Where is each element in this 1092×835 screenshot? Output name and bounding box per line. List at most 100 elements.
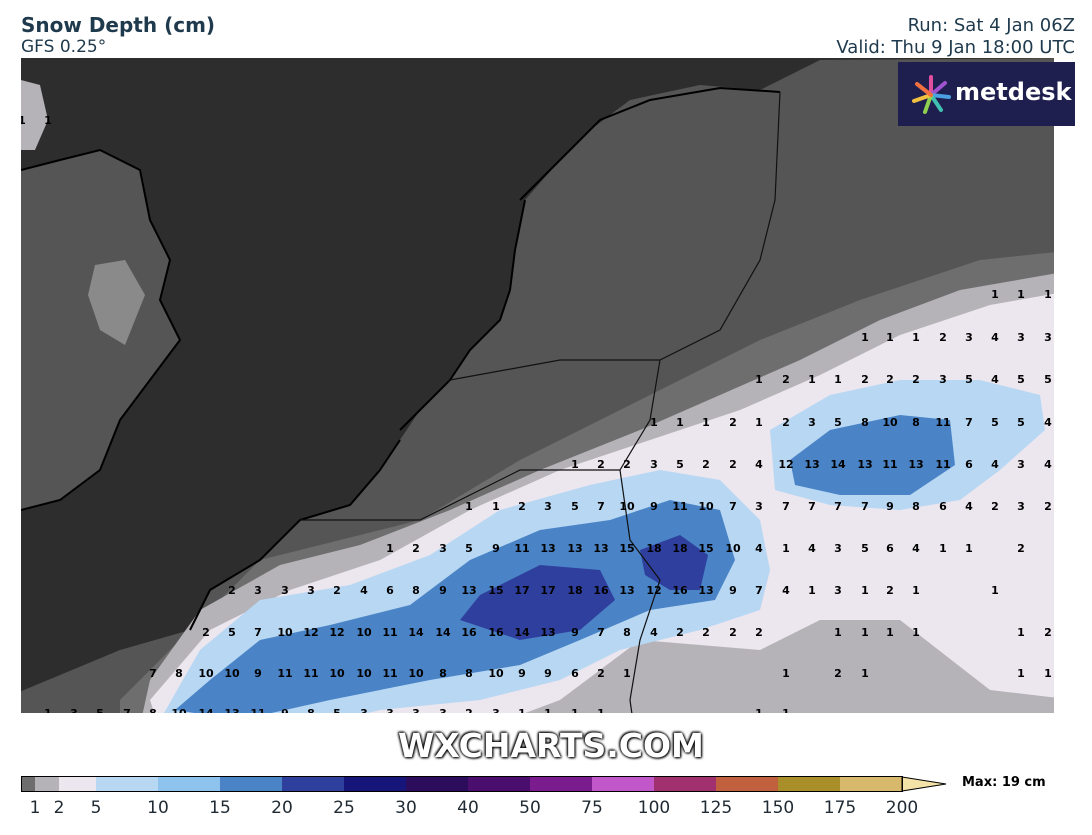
snow-depth-value: 7: [782, 500, 790, 513]
snow-depth-value: 1: [44, 114, 52, 127]
snow-depth-value: 14: [408, 626, 424, 639]
snow-depth-value: 11: [277, 667, 292, 680]
snow-depth-value: 7: [861, 500, 869, 513]
snow-depth-value: 8: [912, 416, 920, 429]
snow-depth-value: 1: [492, 500, 500, 513]
snow-depth-value: 3: [834, 542, 842, 555]
snow-depth-value: 1: [755, 747, 763, 760]
snow-depth-value: 12: [646, 584, 661, 597]
snow-depth-value: 14: [514, 626, 530, 639]
snow-depth-value: 4: [912, 542, 920, 555]
run-time-label: Run: Sat 4 Jan 06Z: [907, 15, 1075, 36]
snow-depth-value: 5: [281, 747, 289, 760]
colorbar-segment: [468, 777, 530, 791]
snow-depth-value: 8: [175, 667, 183, 680]
snow-depth-value: 1: [886, 626, 894, 639]
snow-depth-value: 7: [597, 626, 605, 639]
snow-depth-value: 3: [360, 707, 368, 720]
snow-depth-value: 10: [198, 667, 214, 680]
snow-depth-value: 1: [21, 114, 26, 127]
snow-depth-value: 1: [755, 707, 763, 720]
snow-depth-value: 2: [1044, 626, 1052, 639]
snow-depth-value: 11: [882, 458, 897, 471]
snow-depth-value: 8: [623, 626, 631, 639]
snow-depth-value: 1: [544, 707, 552, 720]
snow-depth-value: 2: [755, 626, 763, 639]
colorbar-tick-label: 25: [333, 798, 355, 818]
snow-depth-value: 10: [171, 707, 187, 720]
snow-depth-value: 11: [382, 667, 397, 680]
snow-depth-value: 9: [544, 667, 552, 680]
snow-depth-value: 9: [886, 500, 894, 513]
snow-depth-value: 2: [412, 542, 420, 555]
snow-depth-value: 4: [991, 458, 999, 471]
snow-depth-value: 7: [597, 500, 605, 513]
snow-depth-value: 4: [1044, 458, 1052, 471]
snow-depth-value: 3: [808, 416, 816, 429]
colorbar-segment: [220, 777, 282, 791]
snow-depth-value: 1: [965, 542, 973, 555]
colorbar-tick-label: 2: [53, 798, 65, 818]
snow-depth-value: 7: [149, 667, 157, 680]
colorbar-tick-label: 15: [209, 798, 231, 818]
snow-depth-value: 18: [672, 542, 687, 555]
snow-depth-value: 1: [912, 331, 920, 344]
snow-depth-value: 1: [861, 331, 869, 344]
snow-depth-value: 10: [329, 667, 345, 680]
snow-depth-value: 15: [488, 584, 503, 597]
snow-depth-value: 1: [518, 707, 526, 720]
snow-depth-value: 3: [333, 747, 341, 760]
snow-depth-value: 6: [254, 747, 262, 760]
snow-depth-value: 3: [254, 584, 262, 597]
snow-depth-value: 2: [729, 626, 737, 639]
snow-depth-value: 14: [435, 626, 451, 639]
snow-depth-value: 8: [861, 416, 869, 429]
snow-depth-value: 11: [672, 500, 687, 513]
colorbar-tick-label: 175: [823, 798, 857, 818]
snow-depth-value: 11: [935, 416, 950, 429]
snow-depth-value: 3: [281, 584, 289, 597]
snow-depth-value: 13: [698, 584, 713, 597]
snow-depth-value: 2: [939, 331, 947, 344]
snow-depth-value: 2: [676, 626, 684, 639]
snow-depth-value: 3: [1017, 458, 1025, 471]
snow-depth-value: 13: [619, 584, 634, 597]
snow-depth-value: 1: [782, 707, 790, 720]
snow-depth-value: 6: [939, 500, 947, 513]
snow-depth-value: 4: [650, 626, 658, 639]
snow-depth-value: 2: [70, 747, 78, 760]
snow-depth-value: 9: [492, 542, 500, 555]
snow-depth-value: 10: [356, 626, 372, 639]
country-borders: [300, 91, 781, 713]
colorbar-segment: [59, 777, 96, 791]
snow-depth-value: 5: [1017, 416, 1025, 429]
snow-depth-value: 3: [307, 584, 315, 597]
snow-depth-value: 2: [834, 667, 842, 680]
snow-depth-value: 9: [254, 667, 262, 680]
snow-depth-value: 3: [965, 331, 973, 344]
snow-depth-value: 6: [149, 747, 157, 760]
snow-depth-value: 8: [465, 667, 473, 680]
snow-depth-value: 2: [518, 500, 526, 513]
snow-depth-value: 8: [412, 584, 420, 597]
snow-depth-value: 5: [1017, 373, 1025, 386]
snow-depth-value: 1: [886, 331, 894, 344]
snow-depth-value: 3: [96, 747, 104, 760]
max-label: Max: 19 cm: [962, 775, 1046, 790]
colorbar-extend-arrow: [901, 776, 947, 792]
snow-depth-value: 2: [465, 707, 473, 720]
snow-depth-value: 2: [861, 373, 869, 386]
snow-depth-value: 1: [676, 416, 684, 429]
colorbar-tick-label: 30: [395, 798, 417, 818]
snow-depth-value: 12: [778, 458, 793, 471]
snow-depth-value: 1: [991, 584, 999, 597]
snow-depth-value: 1: [861, 667, 869, 680]
snow-depth-value: 2: [886, 373, 894, 386]
snow-depth-value: 10: [619, 500, 635, 513]
snow-depth-value: 7: [254, 626, 262, 639]
snow-depth-value: 2: [886, 584, 894, 597]
coastline: [189, 86, 781, 631]
metdesk-logo: metdesk: [898, 62, 1075, 126]
colorbar-frame: [21, 776, 903, 792]
snow-depth-value: 2: [333, 584, 341, 597]
